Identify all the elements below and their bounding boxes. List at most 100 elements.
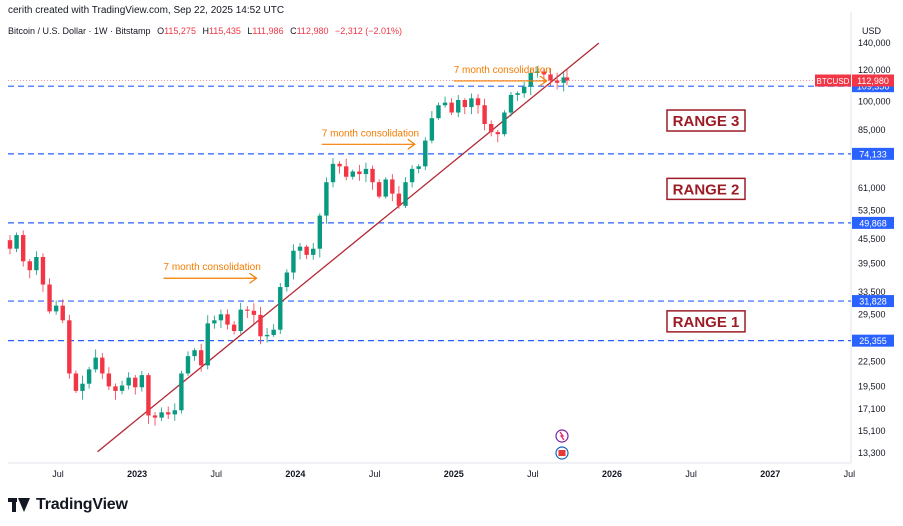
trendline (97, 42, 600, 453)
candle-body (304, 246, 309, 255)
time-tick-label: 2026 (602, 469, 622, 479)
candle-body (60, 305, 65, 321)
candle-body (390, 179, 395, 194)
candle-body (409, 168, 415, 183)
price-tick-label: 29,500 (858, 309, 886, 319)
current-price-tag-bg (852, 74, 894, 87)
candle-body (343, 166, 349, 177)
candle-body (40, 256, 46, 285)
candle-body (528, 72, 533, 87)
range-label-box (666, 109, 746, 132)
range-label: RANGE 2 (673, 181, 740, 198)
symbol-description: Bitcoin / U.S. Dollar · 1W · Bitstamp (8, 26, 151, 36)
candle-body (126, 377, 131, 386)
price-tick-label: 100,000 (858, 97, 891, 107)
candle-body (482, 105, 487, 125)
ohlc-close-value: 112,980 (296, 26, 329, 36)
candle-body (456, 100, 461, 113)
candle-body (14, 235, 19, 249)
time-tick-label: Jul (211, 469, 223, 479)
price-tick-label: 120,000 (858, 65, 891, 75)
annotation-label: 7 month consolidation (454, 65, 551, 76)
candle-body (370, 168, 375, 183)
candle-body (284, 272, 290, 288)
range-label: RANGE 3 (673, 113, 740, 130)
time-tick-label: Jul (369, 469, 381, 479)
symbol-tag-bg (815, 74, 851, 87)
candle-body (271, 329, 276, 335)
candle-body (357, 171, 362, 175)
level-label: 25,355 (859, 336, 887, 346)
candle-body (317, 215, 323, 249)
candle-body (34, 256, 39, 271)
chart-attribution: cerith created with TradingView.com, Sep… (8, 5, 285, 16)
candle-body (27, 261, 32, 271)
candle-body (93, 357, 98, 370)
range-label-box (666, 310, 746, 333)
flag-icon (558, 450, 566, 456)
candle-body (541, 71, 547, 75)
annotation-label: 7 month consolidation (322, 128, 419, 139)
candle-body (231, 324, 237, 332)
symbol-tag: BTCUSD (817, 77, 850, 86)
time-tick-label: Jul (844, 469, 856, 479)
level-label: 109,356 (857, 82, 890, 92)
candle-body (535, 71, 540, 73)
candle-body (86, 369, 92, 384)
time-tick-label: Jul (52, 469, 64, 479)
annotation-arrowhead (249, 272, 258, 284)
candle-body (133, 377, 138, 388)
level-label-bg (852, 334, 894, 347)
price-tick-label: 33,500 (858, 287, 886, 297)
price-tick-label: 15,100 (858, 426, 886, 436)
candle-body (80, 383, 85, 391)
price-tick-label: 85,000 (858, 125, 886, 135)
price-tick-label: 61,000 (858, 183, 886, 193)
candle-body (205, 323, 210, 366)
candle-body (449, 102, 454, 113)
annotation-arrowhead (407, 138, 416, 150)
candle-body (495, 132, 500, 135)
candle-body (258, 314, 263, 337)
time-tick-label: 2025 (444, 469, 464, 479)
candle-body (159, 412, 164, 418)
ohlc-low-value: 111,986 (252, 26, 284, 36)
candle-body (113, 386, 118, 391)
candle-body (376, 182, 382, 197)
lightning-icon (559, 431, 565, 441)
price-tick-label: 39,500 (858, 258, 886, 268)
candle-body (521, 86, 527, 94)
time-tick-label: Jul (685, 469, 697, 479)
candle-body (324, 182, 329, 216)
candle-body (436, 105, 441, 119)
tradingview-brand[interactable]: TradingView (8, 496, 128, 514)
candle-body (508, 94, 514, 113)
currency-label[interactable]: USD (862, 26, 882, 36)
candle-body (179, 373, 184, 411)
time-tick-label: 2023 (127, 469, 147, 479)
candle-body (100, 357, 105, 374)
symbol-legend: Bitcoin / U.S. Dollar · 1W · Bitstamp O1… (8, 26, 402, 36)
candle-body (297, 246, 303, 251)
candle-body (515, 93, 520, 95)
candle-body (291, 250, 296, 273)
candle-body (53, 305, 59, 312)
candle-body (423, 140, 428, 167)
level-label-bg (852, 295, 894, 308)
level-label: 31,828 (859, 297, 887, 307)
level-label: 49,868 (859, 218, 887, 228)
candle-body (192, 350, 197, 357)
candle-body (139, 375, 145, 388)
price-tick-label: 45,500 (858, 234, 886, 244)
candle-body (185, 356, 191, 374)
candle-body (152, 415, 158, 418)
price-tick-label: 53,500 (858, 206, 886, 216)
candle-body (564, 77, 570, 81)
candle-body (330, 163, 336, 183)
candle-body (245, 309, 250, 311)
candle-body (67, 320, 72, 374)
current-price-tag: 112,980 (857, 76, 889, 86)
candle-body (350, 171, 355, 177)
candle-body (264, 334, 270, 337)
